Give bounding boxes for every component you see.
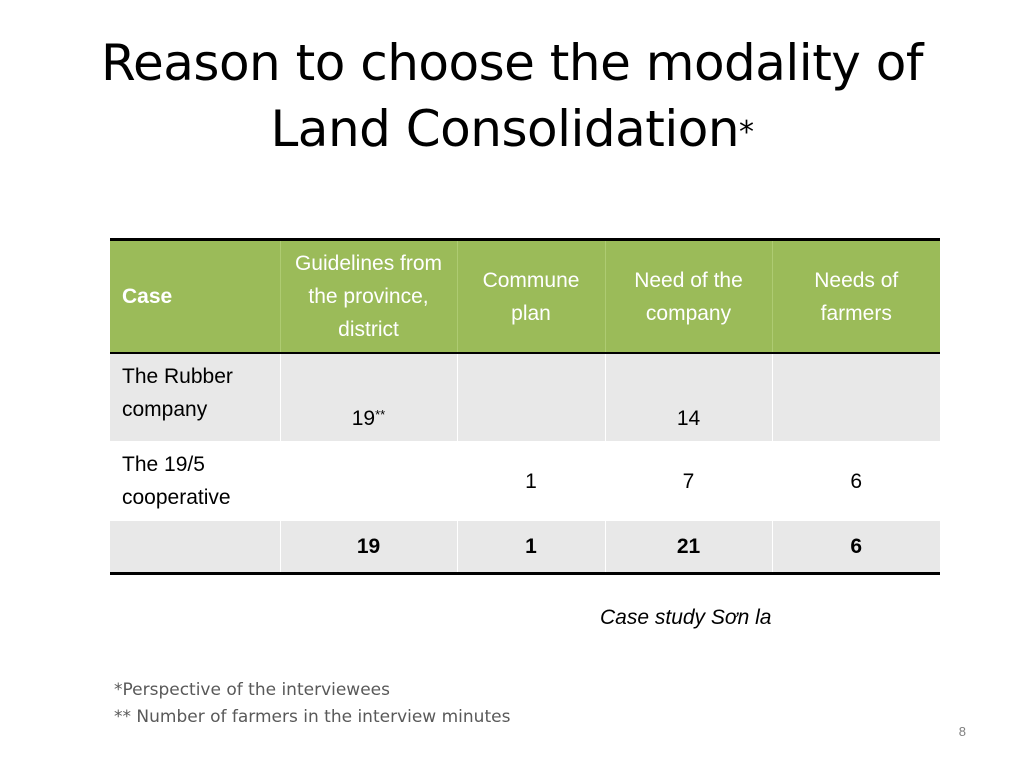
footnote-2: ** Number of farmers in the interview mi… — [114, 707, 511, 727]
table-row: The Rubber company 19** 14 — [110, 353, 940, 441]
header-row: Case Guidelines from the province, distr… — [110, 239, 940, 353]
source-note: Case study Sơn la — [600, 606, 772, 629]
reasons-table: Case Guidelines from the province, distr… — [110, 238, 940, 575]
row-guidelines-cell: 19** — [280, 353, 458, 441]
slide-title: Reason to choose the modality of Land Co… — [40, 30, 984, 162]
total-guidelines-cell: 19 — [280, 521, 458, 573]
row-case-cell: The 19/5 cooperative — [110, 441, 281, 521]
total-commune-cell: 1 — [457, 521, 606, 573]
header-case: Case — [110, 239, 281, 353]
total-farmers-cell: 6 — [850, 534, 863, 558]
row-case-cell: The Rubber company — [110, 353, 281, 441]
title-line-2-text: Land Consolidation — [270, 100, 740, 158]
header-guidelines: Guidelines from the province, district — [280, 239, 458, 353]
row-company-cell: 7 — [605, 441, 773, 521]
total-case-cell — [110, 521, 281, 573]
table-header: Case Guidelines from the province, distr… — [110, 239, 940, 353]
table-body: The Rubber company 19** 14 The 19/5 coop… — [110, 353, 940, 573]
guidelines-value: 19 — [351, 407, 376, 430]
title-line-2: Land Consolidation* — [40, 96, 984, 162]
total-row: 19 1 21 6 — [110, 521, 940, 573]
row-guidelines-cell — [280, 441, 458, 521]
header-need-company: Need of the company — [605, 239, 773, 353]
total-company-cell: 21 — [605, 521, 773, 573]
header-commune-plan: Commune plan — [457, 239, 606, 353]
row-company-cell: 14 — [605, 353, 773, 441]
title-line-1: Reason to choose the modality of — [101, 34, 923, 92]
row-commune-cell: 1 — [457, 441, 606, 521]
row-commune-cell — [457, 353, 606, 441]
page-number: 8 — [958, 724, 966, 739]
footnote-1: *Perspective of the interviewees — [114, 680, 390, 700]
reasons-table-container: Case Guidelines from the province, distr… — [110, 238, 940, 575]
guidelines-footnote-mark: ** — [375, 407, 386, 422]
title-footnote-mark: * — [739, 115, 754, 150]
row-farmers-cell: 6 — [850, 469, 863, 493]
row-farmers-cell — [772, 353, 940, 441]
table-row: The 19/5 cooperative 1 7 6 — [110, 441, 940, 521]
header-needs-farmers: Needs of farmers — [814, 268, 899, 325]
